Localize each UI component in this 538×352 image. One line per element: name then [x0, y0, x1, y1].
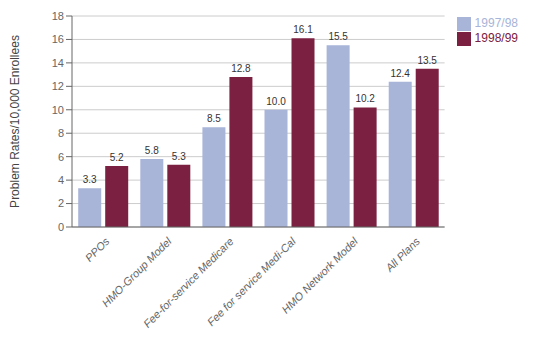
- svg-text:HMO-Group Model: HMO-Group Model: [99, 235, 174, 310]
- svg-text:4: 4: [58, 174, 64, 186]
- svg-text:5.3: 5.3: [172, 151, 186, 162]
- svg-text:16.1: 16.1: [293, 24, 313, 35]
- svg-text:16: 16: [52, 33, 64, 45]
- html-text:1997/98: 1997/98: [474, 16, 518, 30]
- svg-text:13.5: 13.5: [417, 55, 437, 66]
- svg-text:15.5: 15.5: [328, 31, 348, 42]
- svg-text:10.2: 10.2: [355, 93, 375, 104]
- svg-text:8.5: 8.5: [207, 113, 221, 124]
- svg-text:14: 14: [52, 57, 64, 69]
- svg-text:0: 0: [58, 221, 64, 233]
- svg-text:6: 6: [58, 151, 64, 163]
- svg-text:3.3: 3.3: [83, 174, 97, 185]
- svg-text:Fee for service Medi-Cal: Fee for service Medi-Cal: [205, 235, 299, 329]
- svg-text:5.8: 5.8: [145, 145, 159, 156]
- svg-text:12: 12: [52, 80, 64, 92]
- svg-text:12.8: 12.8: [231, 63, 251, 74]
- svg-text:8: 8: [58, 127, 64, 139]
- svg-text:HMO Network Model: HMO Network Model: [279, 235, 360, 316]
- svg-text:2: 2: [58, 197, 64, 209]
- svg-text:12.4: 12.4: [390, 68, 410, 79]
- svg-text:All Plans: All Plans: [383, 235, 423, 275]
- html-text:1998/99: 1998/99: [474, 30, 518, 45]
- svg-text:10.0: 10.0: [266, 96, 286, 107]
- svg-text:18: 18: [52, 10, 64, 22]
- svg-text:PPOs: PPOs: [83, 235, 112, 264]
- svg-text:5.2: 5.2: [110, 152, 124, 163]
- svg-text:Problem Rates/10,000 Enrollees: Problem Rates/10,000 Enrollees: [8, 35, 22, 208]
- svg-text:Fee-for-service Medicare: Fee-for-service Medicare: [140, 235, 236, 330]
- svg-text:10: 10: [52, 104, 64, 116]
